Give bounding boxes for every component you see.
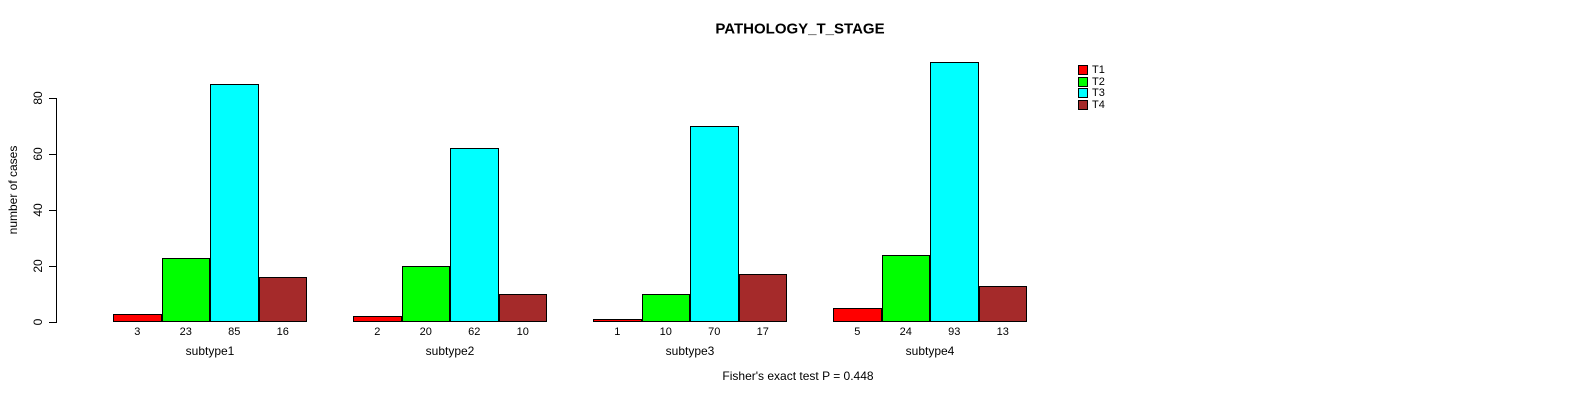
legend-color-swatch xyxy=(1078,99,1088,110)
bar-value-label: 10 xyxy=(659,326,672,338)
bar-value-label: 13 xyxy=(996,326,1009,338)
y-tick xyxy=(49,210,56,211)
x-category-label-subtype1: subtype1 xyxy=(185,344,235,358)
y-tick-label: 20 xyxy=(31,259,45,273)
bar-value-label: 23 xyxy=(179,326,192,338)
bar-value-label: 5 xyxy=(854,326,861,338)
bar-subtype1-T4 xyxy=(258,277,307,322)
bar-subtype4-T1 xyxy=(833,308,882,322)
stat-annotation: Fisher's exact test P = 0.448 xyxy=(722,369,874,383)
bar-value-label: 16 xyxy=(276,326,289,338)
bar-subtype1-T2 xyxy=(161,257,210,322)
bar-subtype4-T3 xyxy=(930,61,979,322)
x-category-label-subtype3: subtype3 xyxy=(665,344,715,358)
legend-item-T4: T4 xyxy=(1078,98,1105,111)
bar-subtype3-T3 xyxy=(690,126,739,322)
bar-value-label: 1 xyxy=(614,326,621,338)
bar-value-label: 17 xyxy=(756,326,769,338)
bar-value-label: 10 xyxy=(516,326,529,338)
bar-subtype3-T4 xyxy=(738,274,787,322)
legend-item-T1: T1 xyxy=(1078,64,1105,76)
bar-subtype2-T3 xyxy=(450,148,499,322)
y-tick-label: 40 xyxy=(31,203,45,217)
bar-subtype4-T4 xyxy=(978,285,1027,322)
y-tick xyxy=(49,154,56,155)
bar-subtype1-T1 xyxy=(113,313,162,322)
bar-value-label: 62 xyxy=(468,326,481,338)
bar-value-label: 70 xyxy=(708,326,721,338)
bar-subtype3-T1 xyxy=(593,319,642,322)
bar-subtype3-T2 xyxy=(641,294,690,322)
legend-label: T4 xyxy=(1092,98,1105,111)
bar-value-label: 24 xyxy=(899,326,912,338)
bar-value-label: 3 xyxy=(134,326,141,338)
legend-color-swatch xyxy=(1078,76,1088,87)
legend-label: T3 xyxy=(1092,87,1105,99)
bar-subtype2-T2 xyxy=(401,266,450,322)
legend: T1 T2 T3 T4 xyxy=(1078,65,1105,110)
y-tick xyxy=(49,322,56,323)
legend-label: T1 xyxy=(1092,64,1105,76)
y-tick-label: 80 xyxy=(31,91,45,105)
bar-subtype2-T4 xyxy=(498,294,547,322)
chart-title: PATHOLOGY_T_STAGE xyxy=(715,20,885,38)
y-axis-title: number of cases xyxy=(6,145,20,235)
x-category-label-subtype2: subtype2 xyxy=(425,344,475,358)
legend-item-T3: T3 xyxy=(1078,87,1105,99)
bar-subtype1-T3 xyxy=(210,84,259,322)
bar-value-label: 2 xyxy=(374,326,381,338)
bar-subtype4-T2 xyxy=(881,254,930,322)
legend-color-swatch xyxy=(1078,88,1088,98)
legend-color-swatch xyxy=(1078,65,1088,75)
bar-value-label: 20 xyxy=(419,326,432,338)
y-axis-line xyxy=(56,98,57,323)
x-category-label-subtype4: subtype4 xyxy=(905,344,955,358)
legend-label: T2 xyxy=(1092,75,1105,88)
y-tick xyxy=(49,266,56,267)
y-tick-label: 60 xyxy=(31,147,45,161)
y-tick xyxy=(49,98,56,99)
bar-value-label: 85 xyxy=(228,326,241,338)
legend-item-T2: T2 xyxy=(1078,75,1105,88)
bar-value-label: 93 xyxy=(948,326,961,338)
y-tick-label: 0 xyxy=(31,318,45,326)
bar-subtype2-T1 xyxy=(353,316,402,322)
